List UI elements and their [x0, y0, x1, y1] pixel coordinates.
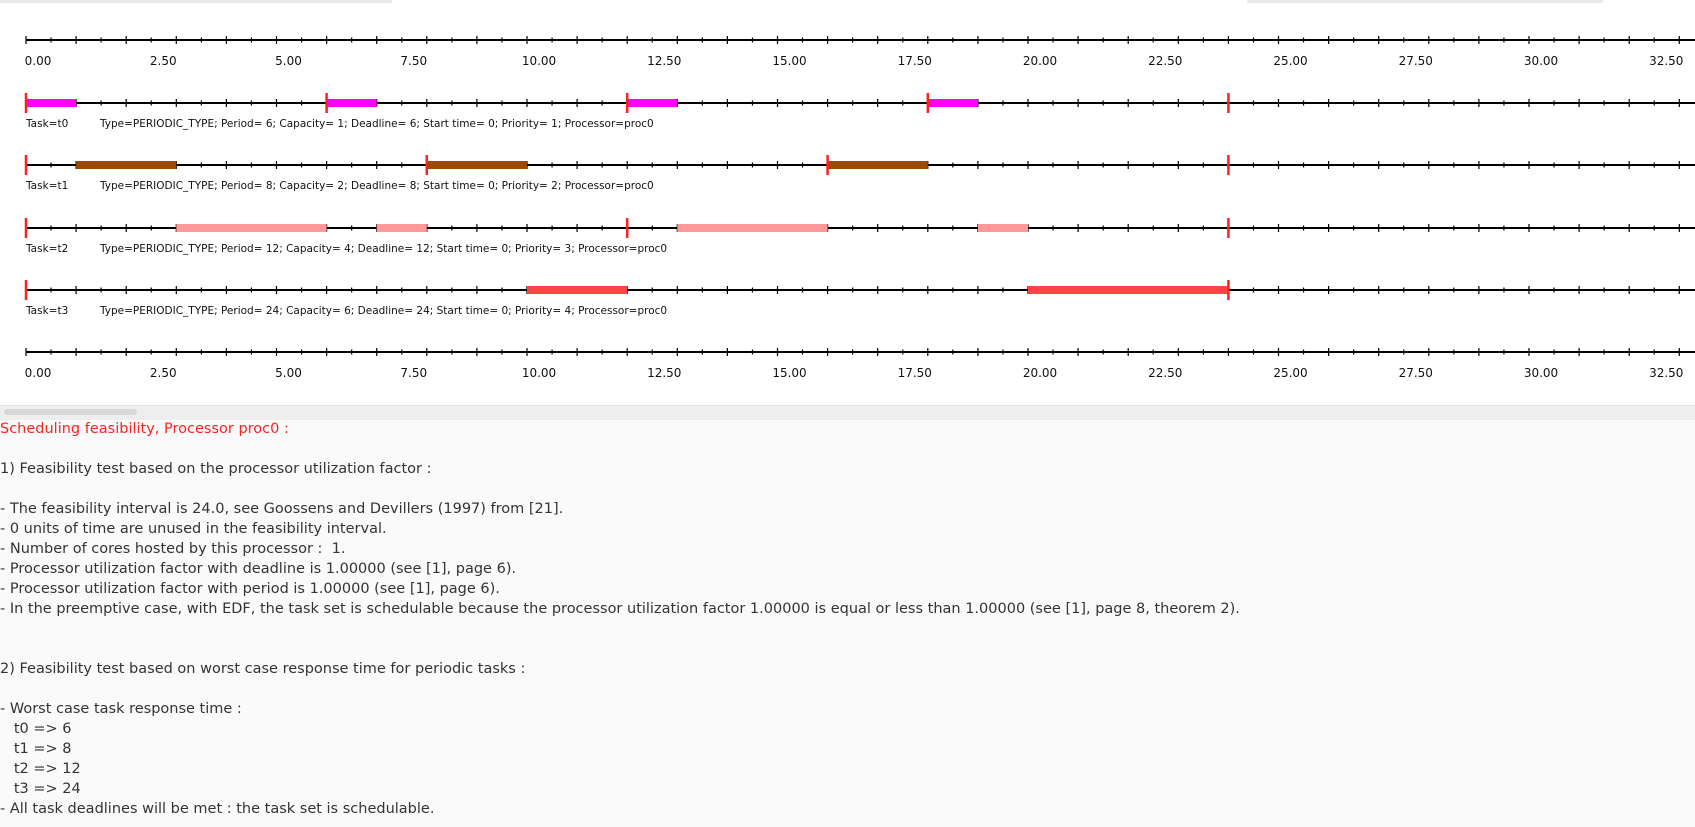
bottom-scale-tick-label: 15.00	[772, 366, 806, 380]
execution-bar	[176, 224, 327, 232]
execution-bar	[426, 161, 527, 169]
top-scale-tick-label: 25.00	[1273, 54, 1307, 68]
top-partial-frame-left	[0, 0, 392, 3]
top-partial-frame-right	[1247, 0, 1603, 3]
scheduling-timeline-panel: 0.00 2.50 5.00 7.50 10.00 12.50 15.00 17.50 20.0…	[0, 0, 1695, 405]
task-info-label: Type=PERIODIC_TYPE; Period= 12; Capacity…	[99, 243, 667, 255]
task-info-label: Type=PERIODIC_TYPE; Period= 8; Capacity=…	[99, 180, 654, 192]
top-scale-tick-label: 15.00	[772, 54, 806, 68]
execution-bar	[927, 99, 978, 107]
execution-bar	[827, 161, 928, 169]
task-info-label: Type=PERIODIC_TYPE; Period= 6; Capacity=…	[99, 118, 654, 130]
bottom-scale-tick-label: 10.00	[522, 366, 556, 380]
top-scale-tick-label: 7.50	[400, 54, 427, 68]
section1-line: - 0 units of time are unused in the feas…	[0, 521, 387, 537]
top-scale-tick-label: 2.50	[150, 54, 177, 68]
response-time-t1: t1 => 8	[0, 741, 72, 757]
section1-line: - In the preemptive case, with EDF, the …	[0, 601, 1240, 617]
top-scale-tick-label: 22.50	[1148, 54, 1182, 68]
execution-bar	[26, 99, 77, 107]
task-name-label: Task=t1	[25, 180, 68, 192]
bottom-scale-tick-label: 32.50	[1649, 366, 1683, 380]
execution-bar	[326, 99, 377, 107]
execution-bar	[376, 224, 427, 232]
section1-title: 1) Feasibility test based on the process…	[0, 461, 432, 477]
execution-bar	[76, 161, 177, 169]
report-conclusion: - All task deadlines will be met : the t…	[0, 801, 435, 817]
task-name-label: Task=t0	[25, 118, 68, 130]
top-scale-tick-label: 10.00	[522, 54, 556, 68]
response-time-t2: t2 => 12	[0, 761, 81, 777]
execution-bar	[677, 224, 828, 232]
bottom-scale-tick-label: 12.50	[647, 366, 681, 380]
response-time-t3: t3 => 24	[0, 781, 81, 797]
top-scale-tick-label: 27.50	[1399, 54, 1433, 68]
bottom-scale-tick-label: 17.50	[898, 366, 932, 380]
top-scale-tick-label: 5.00	[275, 54, 302, 68]
bottom-scale-tick-label: 30.00	[1524, 366, 1558, 380]
section1-line: - Processor utilization factor with peri…	[0, 581, 500, 597]
task-name-label: Task=t3	[25, 305, 68, 317]
section2-title: 2) Feasibility test based on worst case …	[0, 661, 526, 677]
timeline-horizontal-scrollbar[interactable]	[0, 405, 1695, 421]
execution-bar	[627, 99, 678, 107]
execution-bar	[977, 224, 1028, 232]
bottom-scale-tick-label: 7.50	[400, 366, 427, 380]
task-name-label: Task=t2	[25, 243, 68, 255]
execution-bar	[527, 286, 628, 294]
bottom-scale-tick-label: 27.50	[1399, 366, 1433, 380]
section2-intro: - Worst case task response time :	[0, 701, 242, 717]
top-scale-tick-label: 12.50	[647, 54, 681, 68]
timeline-canvas: 0.00 2.50 5.00 7.50 10.00 12.50 15.00 17.50 20.0…	[25, 36, 1695, 380]
bottom-scale-tick-label: 22.50	[1148, 366, 1182, 380]
report-heading: Scheduling feasibility, Processor proc0 …	[0, 421, 289, 437]
bottom-scale-tick-label: 25.00	[1273, 366, 1307, 380]
execution-bar	[1028, 286, 1229, 294]
task-info-label: Type=PERIODIC_TYPE; Period= 24; Capacity…	[99, 305, 667, 317]
top-scale-tick-label: 0.00	[25, 54, 52, 68]
bottom-scale-tick-label: 20.00	[1023, 366, 1057, 380]
bottom-scale-tick-label: 5.00	[275, 366, 302, 380]
scrollbar-thumb[interactable]	[4, 409, 137, 415]
top-scale-tick-label: 32.50	[1649, 54, 1683, 68]
section1-line: - Processor utilization factor with dead…	[0, 561, 517, 577]
top-scale-tick-label: 30.00	[1524, 54, 1558, 68]
section1-line: - Number of cores hosted by this process…	[0, 541, 346, 557]
top-scale-tick-label: 17.50	[898, 54, 932, 68]
top-scale-tick-label: 20.00	[1023, 54, 1057, 68]
bottom-scale-tick-label: 0.00	[25, 366, 52, 380]
feasibility-report-panel: Scheduling feasibility, Processor proc0 …	[0, 420, 1695, 827]
response-time-t0: t0 => 6	[0, 721, 72, 737]
bottom-scale-tick-label: 2.50	[150, 366, 177, 380]
section1-line: - The feasibility interval is 24.0, see …	[0, 501, 564, 517]
